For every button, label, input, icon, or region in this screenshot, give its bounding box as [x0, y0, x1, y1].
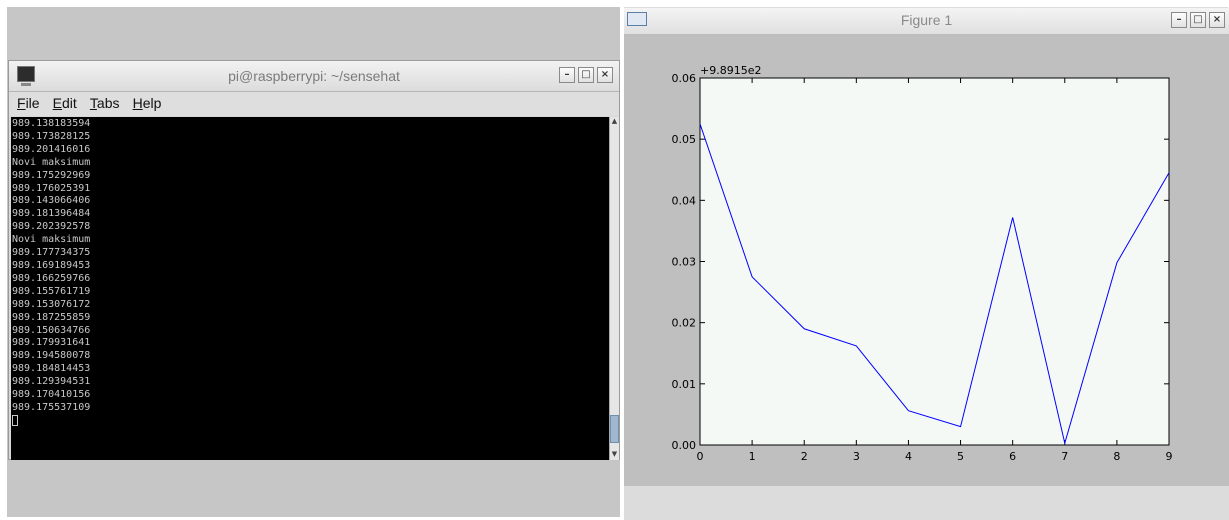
- terminal-line: 989.179931641: [12, 337, 91, 349]
- scrollbar-thumb[interactable]: [610, 415, 619, 443]
- menu-tabs-mnemonic: T: [89, 95, 97, 111]
- x-tick-label: 5: [957, 450, 964, 463]
- x-tick-label: 8: [1113, 450, 1120, 463]
- menu-edit-label: dit: [62, 95, 77, 111]
- terminal-line: 989.194580078: [12, 350, 91, 362]
- terminal-line: 989.169189453: [12, 259, 91, 271]
- menu-tabs[interactable]: Tabs: [90, 95, 120, 111]
- data-series-line: [699, 123, 1170, 446]
- figure-maximize-button[interactable]: □: [1190, 12, 1206, 28]
- y-tick-label: 0.00: [672, 439, 697, 452]
- y-tick-label: 0.04: [672, 194, 697, 207]
- terminal-titlebar[interactable]: pi@raspberrypi: ~/sensehat – □ ×: [9, 61, 619, 92]
- figure-window[interactable]: Figure 1 – □ × 0.00 0.01 0.02 0.03 0.04 0.05 0…: [624, 8, 1229, 486]
- terminal-line: 989.175537109: [12, 401, 91, 413]
- figure-titlebar[interactable]: Figure 1 – □ ×: [624, 8, 1229, 35]
- y-axis: 0.00 0.01 0.02 0.03 0.04 0.05 0.06: [672, 72, 1169, 452]
- menu-file[interactable]: File: [17, 95, 40, 111]
- y-tick-label: 0.05: [672, 133, 697, 146]
- terminal-line: Novi maksimum: [12, 156, 91, 168]
- menu-tabs-label: abs: [96, 95, 120, 111]
- x-tick-label: 3: [853, 450, 860, 463]
- terminal-line: 989.184814453: [12, 363, 91, 375]
- terminal-line: 989.155761719: [12, 285, 91, 297]
- minimize-button[interactable]: –: [559, 67, 575, 83]
- x-tick-label: 9: [1166, 450, 1173, 463]
- terminal-prompt-line[interactable]: [12, 414, 609, 428]
- terminal-line: 989.187255859: [12, 311, 91, 323]
- terminal-lines: 989.138183594 989.173828125 989.201416016 N…: [11, 117, 609, 428]
- terminal-title: pi@raspberrypi: ~/sensehat: [228, 68, 400, 84]
- x-tick-label: 6: [1009, 450, 1016, 463]
- terminal-output[interactable]: 989.138183594 989.173828125 989.201416016 N…: [11, 117, 609, 460]
- scroll-up-arrow-icon[interactable]: ▲: [611, 117, 618, 125]
- axis-offset-label: +9.8915e2: [700, 64, 761, 77]
- text-cursor: [12, 414, 18, 426]
- terminal-line: 989.138183594: [12, 118, 91, 129]
- figure-window-icon: [627, 12, 647, 26]
- terminal-scrollbar[interactable]: ▲ ▼: [609, 117, 619, 460]
- terminal-line: 989.176025391: [12, 182, 91, 194]
- close-button[interactable]: ×: [597, 67, 613, 83]
- figure-minimize-button[interactable]: –: [1171, 12, 1187, 28]
- menu-edit[interactable]: Edit: [53, 95, 77, 111]
- figure-window-controls: – □ ×: [1171, 12, 1225, 28]
- terminal-line: 989.202392578: [12, 221, 91, 233]
- terminal-line: 989.150634766: [12, 324, 91, 336]
- figure-toolbar-area: [624, 486, 1229, 520]
- y-tick-label: 0.02: [672, 317, 697, 330]
- terminal-line: 989.181396484: [12, 208, 91, 220]
- terminal-line: 989.170410156: [12, 389, 91, 401]
- menu-file-mnemonic: F: [17, 95, 26, 111]
- x-tick-label: 1: [749, 450, 756, 463]
- menu-help[interactable]: Help: [133, 95, 162, 111]
- x-tick-label: 0: [697, 450, 704, 463]
- terminal-line: 989.175292969: [12, 169, 91, 181]
- figure-title: Figure 1: [900, 12, 953, 28]
- menu-help-label: elp: [142, 95, 162, 111]
- x-tick-label: 2: [801, 450, 808, 463]
- terminal-line: 989.129394531: [12, 376, 91, 388]
- terminal-line: 989.153076172: [12, 298, 91, 310]
- y-tick-label: 0.03: [672, 256, 697, 269]
- maximize-button[interactable]: □: [578, 67, 594, 83]
- terminal-line: 989.143066406: [12, 195, 91, 207]
- plot-area: [699, 77, 1170, 446]
- terminal-line: Novi maksimum: [12, 234, 91, 246]
- y-tick-label: 0.06: [672, 72, 697, 85]
- terminal-line: 989.177734375: [12, 247, 91, 259]
- y-tick-label: 0.01: [672, 378, 697, 391]
- menu-edit-mnemonic: E: [52, 95, 63, 111]
- menu-file-label: ile: [25, 95, 40, 111]
- terminal-line: 989.173828125: [12, 130, 91, 142]
- x-axis: 0 1 2 3 4 5 6 7 8 9: [697, 78, 1173, 463]
- terminal-window-controls: – □ ×: [559, 67, 613, 83]
- terminal-line: 989.201416016: [12, 143, 91, 155]
- x-tick-label: 4: [905, 450, 912, 463]
- terminal-window[interactable]: pi@raspberrypi: ~/sensehat – □ × File Ed…: [8, 60, 620, 460]
- terminal-icon: [17, 66, 35, 86]
- figure-close-button[interactable]: ×: [1209, 12, 1225, 28]
- scroll-down-arrow-icon[interactable]: ▼: [611, 450, 618, 458]
- terminal-line: 989.166259766: [12, 272, 91, 284]
- terminal-menubar: File Edit Tabs Help: [9, 92, 619, 116]
- menu-help-mnemonic: H: [132, 95, 143, 111]
- x-tick-label: 7: [1061, 450, 1068, 463]
